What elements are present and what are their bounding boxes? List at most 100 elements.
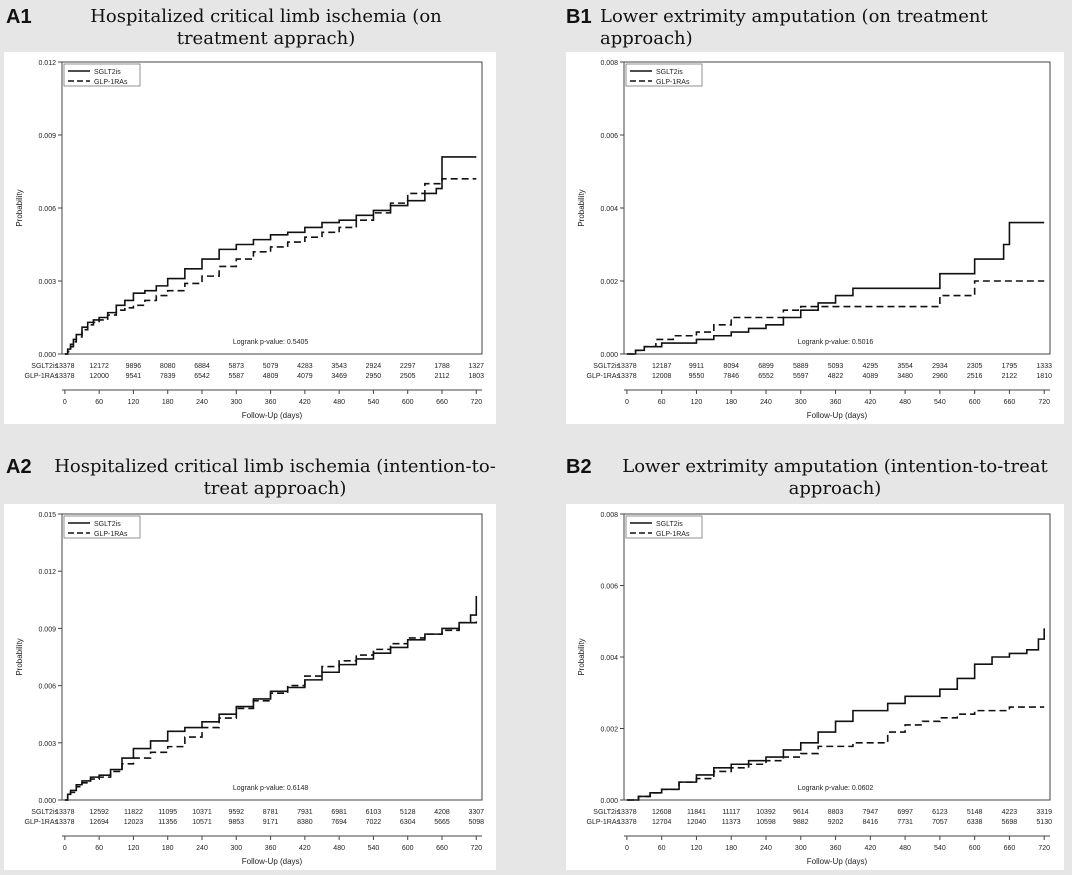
risk-cell: 12000 xyxy=(89,373,109,380)
legend-label: GLP-1RAs xyxy=(656,531,690,538)
legend-label: SGLT2is xyxy=(94,69,121,76)
risk-cell: 11822 xyxy=(124,809,143,816)
risk-cell: 5128 xyxy=(400,809,416,816)
risk-cell: 11117 xyxy=(722,809,740,816)
risk-cell: 1810 xyxy=(1036,373,1052,380)
risk-cell: 10392 xyxy=(756,809,776,816)
risk-cell: 2934 xyxy=(932,363,948,370)
plot-area: 0.000 0.002 0.004 0.006 0.008 Probability SGLT… xyxy=(566,504,1064,870)
plot-frame xyxy=(623,61,1051,355)
risk-cell: 13378 xyxy=(617,819,637,826)
risk-cell: 5130 xyxy=(1036,819,1052,826)
risk-cell: 7931 xyxy=(297,809,313,816)
x-tick-label: 300 xyxy=(795,399,807,406)
x-tick-label: 540 xyxy=(368,845,380,852)
y-tick-label: 0.002 xyxy=(600,727,618,734)
series-line-glp1ras xyxy=(64,178,477,355)
x-tick-label: 420 xyxy=(864,399,876,406)
risk-cell: 8781 xyxy=(263,809,279,816)
x-tick-label: 720 xyxy=(1038,399,1050,406)
x-tick-label: 360 xyxy=(830,845,842,852)
risk-cell: 5098 xyxy=(468,819,484,826)
risk-cell: 5665 xyxy=(434,819,450,826)
y-tick-label: 0.006 xyxy=(38,206,56,213)
plot-area: 0.000 0.003 0.006 0.009 0.012 0.015 Probabilit… xyxy=(4,504,496,870)
x-tick-label: 120 xyxy=(128,399,140,406)
y-tick-label: 0.004 xyxy=(600,206,618,213)
risk-cell: 12008 xyxy=(652,373,672,380)
risk-cell: 6981 xyxy=(331,809,347,816)
risk-cell: 7694 xyxy=(331,819,347,826)
risk-cell: 3554 xyxy=(897,363,913,370)
legend: SGLT2is GLP-1RAs xyxy=(63,515,141,539)
risk-cell: 1327 xyxy=(468,363,484,370)
y-tick-label: 0.008 xyxy=(600,512,618,519)
x-axis-label: Follow-Up (days) xyxy=(242,857,303,866)
risk-row-label: GLP-1RAs xyxy=(25,819,59,826)
risk-cell: 12608 xyxy=(652,809,672,816)
risk-cell: 4208 xyxy=(434,809,450,816)
y-tick-label: 0.012 xyxy=(38,60,56,67)
risk-cell: 11095 xyxy=(158,809,177,816)
risk-cell: 1333 xyxy=(1036,363,1052,370)
risk-cell: 1795 xyxy=(1002,363,1018,370)
y-tick-label: 0.000 xyxy=(600,798,618,805)
plot-area: 0.000 0.003 0.006 0.009 0.012 Probability SGLT… xyxy=(4,52,496,424)
series-line-sglt2is xyxy=(626,221,1045,355)
panel-title: Hospitalized critical limb ischemia (on … xyxy=(90,6,442,49)
y-tick-label: 0.009 xyxy=(38,133,56,140)
logrank-annotation: Logrank p-value: 0.6148 xyxy=(233,785,309,792)
y-tick-label: 0.009 xyxy=(38,626,56,633)
risk-cell: 5587 xyxy=(228,373,244,380)
x-tick-label: 0 xyxy=(625,399,629,406)
risk-cell: 8416 xyxy=(863,819,879,826)
risk-cell: 5148 xyxy=(967,809,983,816)
panel-letter: A2 xyxy=(6,456,32,478)
risk-cell: 11841 xyxy=(687,809,706,816)
y-tick-label: 0.015 xyxy=(38,512,56,519)
risk-cell: 13378 xyxy=(617,373,637,380)
legend-label: GLP-1RAs xyxy=(94,79,128,86)
plot-area: 0.000 0.002 0.004 0.006 0.008 Probability SGLT… xyxy=(566,52,1064,424)
y-tick-label: 0.002 xyxy=(600,279,618,286)
risk-cell: 12592 xyxy=(89,809,109,816)
x-tick-label: 120 xyxy=(691,399,703,406)
risk-cell: 7731 xyxy=(897,819,913,826)
risk-cell: 6123 xyxy=(932,809,948,816)
legend: SGLT2is GLP-1RAs xyxy=(63,63,141,87)
risk-cell: 3469 xyxy=(331,373,347,380)
risk-cell: 6884 xyxy=(194,363,210,370)
risk-cell: 6338 xyxy=(967,819,983,826)
x-tick-label: 120 xyxy=(691,845,703,852)
x-tick-label: 660 xyxy=(436,845,448,852)
legend: SGLT2is GLP-1RAs xyxy=(625,515,703,539)
risk-cell: 6997 xyxy=(897,809,913,816)
risk-cell: 9853 xyxy=(228,819,244,826)
risk-cell: 13378 xyxy=(617,363,637,370)
panel-letter: B1 xyxy=(566,6,592,28)
risk-cell: 5889 xyxy=(793,363,809,370)
x-tick-label: 720 xyxy=(1038,845,1050,852)
risk-row-label: SGLT2is xyxy=(593,809,620,816)
risk-cell: 13378 xyxy=(617,809,637,816)
x-tick-label: 480 xyxy=(899,399,911,406)
risk-cell: 7839 xyxy=(160,373,176,380)
x-tick-label: 660 xyxy=(436,399,448,406)
risk-cell: 5597 xyxy=(793,373,809,380)
risk-cell: 12704 xyxy=(652,819,672,826)
y-axis-label: Probability xyxy=(15,189,24,226)
x-tick-label: 720 xyxy=(470,399,482,406)
risk-cell: 12187 xyxy=(652,363,672,370)
legend-label: SGLT2is xyxy=(94,521,121,528)
risk-cell: 2305 xyxy=(967,363,983,370)
y-tick-label: 0.000 xyxy=(38,798,56,805)
x-axis-label: Follow-Up (days) xyxy=(807,857,868,866)
risk-cell: 2297 xyxy=(400,363,416,370)
risk-cell: 9882 xyxy=(793,819,809,826)
risk-cell: 10571 xyxy=(192,819,212,826)
logrank-annotation: Logrank p-value: 0.0602 xyxy=(798,785,874,792)
x-tick-label: 60 xyxy=(658,845,666,852)
x-tick-label: 660 xyxy=(1004,399,1016,406)
risk-cell: 5873 xyxy=(228,363,244,370)
x-tick-label: 540 xyxy=(368,399,380,406)
